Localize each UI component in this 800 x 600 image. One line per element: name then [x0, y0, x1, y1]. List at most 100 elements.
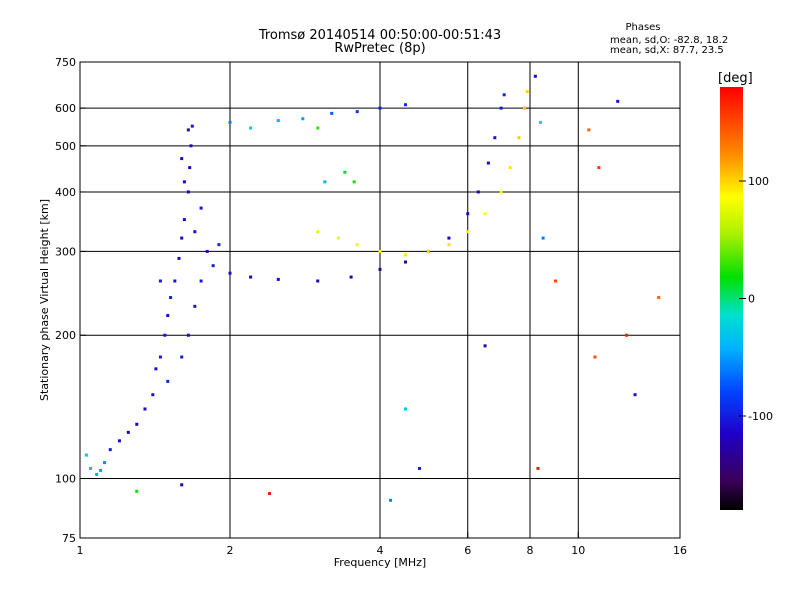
data-point	[163, 333, 167, 337]
x-tick-label: 8	[527, 544, 534, 557]
data-point	[126, 430, 130, 434]
data-point	[499, 106, 503, 110]
data-point	[403, 253, 407, 257]
data-point	[316, 279, 320, 283]
data-point	[186, 128, 190, 132]
data-point	[633, 393, 637, 397]
data-point	[352, 180, 356, 184]
data-point	[355, 110, 359, 114]
data-point	[199, 279, 203, 283]
data-point	[378, 106, 382, 110]
data-point	[180, 483, 184, 487]
data-point	[211, 264, 215, 268]
data-point	[89, 466, 93, 470]
x-tick-label: 4	[377, 544, 384, 557]
data-point	[95, 472, 99, 476]
data-point	[447, 243, 451, 247]
data-point	[108, 448, 112, 452]
data-point	[84, 453, 88, 457]
data-point	[541, 236, 545, 240]
x-tick-label: 1	[77, 544, 84, 557]
chart-subtitle: RwPretec (8p)	[334, 41, 425, 56]
data-point	[476, 190, 480, 194]
colorbar-label: [deg]	[718, 71, 753, 86]
data-point	[508, 166, 512, 170]
data-point	[355, 243, 359, 247]
colorbar-tick-label: -100	[748, 410, 773, 423]
data-point	[336, 236, 340, 240]
colorbar-tick-label: 0	[748, 293, 755, 306]
data-point	[173, 279, 177, 283]
x-axis-label: Frequency [MHz]	[334, 556, 426, 569]
y-tick-label: 600	[55, 102, 76, 115]
y-tick-label: 100	[55, 473, 76, 486]
data-point	[349, 275, 353, 279]
y-tick-label: 750	[55, 56, 76, 69]
colorbar-ticks: 100 0 -100	[739, 175, 773, 423]
data-point	[625, 333, 629, 337]
data-point	[378, 249, 382, 253]
data-point	[182, 180, 186, 184]
data-point	[267, 492, 271, 496]
data-point	[135, 422, 139, 426]
data-point	[587, 128, 591, 132]
data-point	[154, 367, 158, 371]
data-point	[188, 166, 192, 170]
x-axis-ticks: 1 2 4 6 8 10 16	[77, 532, 687, 557]
data-point	[143, 407, 147, 411]
y-tick-label: 200	[55, 329, 76, 342]
data-point	[466, 230, 470, 234]
data-point	[166, 314, 170, 318]
data-point	[228, 120, 232, 124]
data-point	[343, 170, 347, 174]
x-tick-label: 6	[464, 544, 471, 557]
data-point	[151, 393, 155, 397]
data-point	[525, 90, 529, 94]
data-point	[99, 468, 103, 472]
data-point	[186, 190, 190, 194]
data-point	[158, 355, 162, 359]
data-point	[523, 106, 527, 110]
data-point	[316, 230, 320, 234]
data-point	[330, 111, 334, 115]
data-point	[249, 275, 253, 279]
data-point	[616, 99, 620, 103]
chart-title: Tromsø 20140514 00:50:00-00:51:43	[258, 28, 501, 43]
data-point	[493, 136, 497, 140]
data-point	[417, 466, 421, 470]
data-point	[597, 166, 601, 170]
data-point	[378, 267, 382, 271]
y-tick-label: 400	[55, 186, 76, 199]
y-tick-label: 75	[62, 532, 76, 545]
data-point	[182, 218, 186, 222]
x-tick-label: 2	[227, 544, 234, 557]
data-point	[228, 271, 232, 275]
data-point	[169, 296, 173, 300]
data-point	[593, 355, 597, 359]
data-point	[301, 117, 305, 121]
data-point	[135, 489, 139, 493]
data-point	[217, 243, 221, 247]
data-point	[180, 157, 184, 161]
data-point	[502, 93, 506, 97]
data-point	[193, 230, 197, 234]
data-point	[403, 103, 407, 107]
data-point	[103, 461, 107, 465]
y-axis-label: Stationary phase Virtual Height [km]	[38, 199, 51, 401]
data-point	[403, 260, 407, 264]
colorbar	[720, 87, 743, 510]
data-point	[199, 206, 203, 210]
data-point	[533, 74, 537, 78]
data-point	[186, 333, 190, 337]
y-tick-label: 500	[55, 140, 76, 153]
data-point	[180, 236, 184, 240]
data-point	[276, 119, 280, 123]
data-point	[447, 236, 451, 240]
data-point	[539, 120, 543, 124]
data-point	[486, 161, 490, 165]
data-point	[466, 212, 470, 216]
y-tick-label: 300	[55, 245, 76, 258]
data-point	[657, 296, 661, 300]
data-point	[205, 249, 209, 253]
